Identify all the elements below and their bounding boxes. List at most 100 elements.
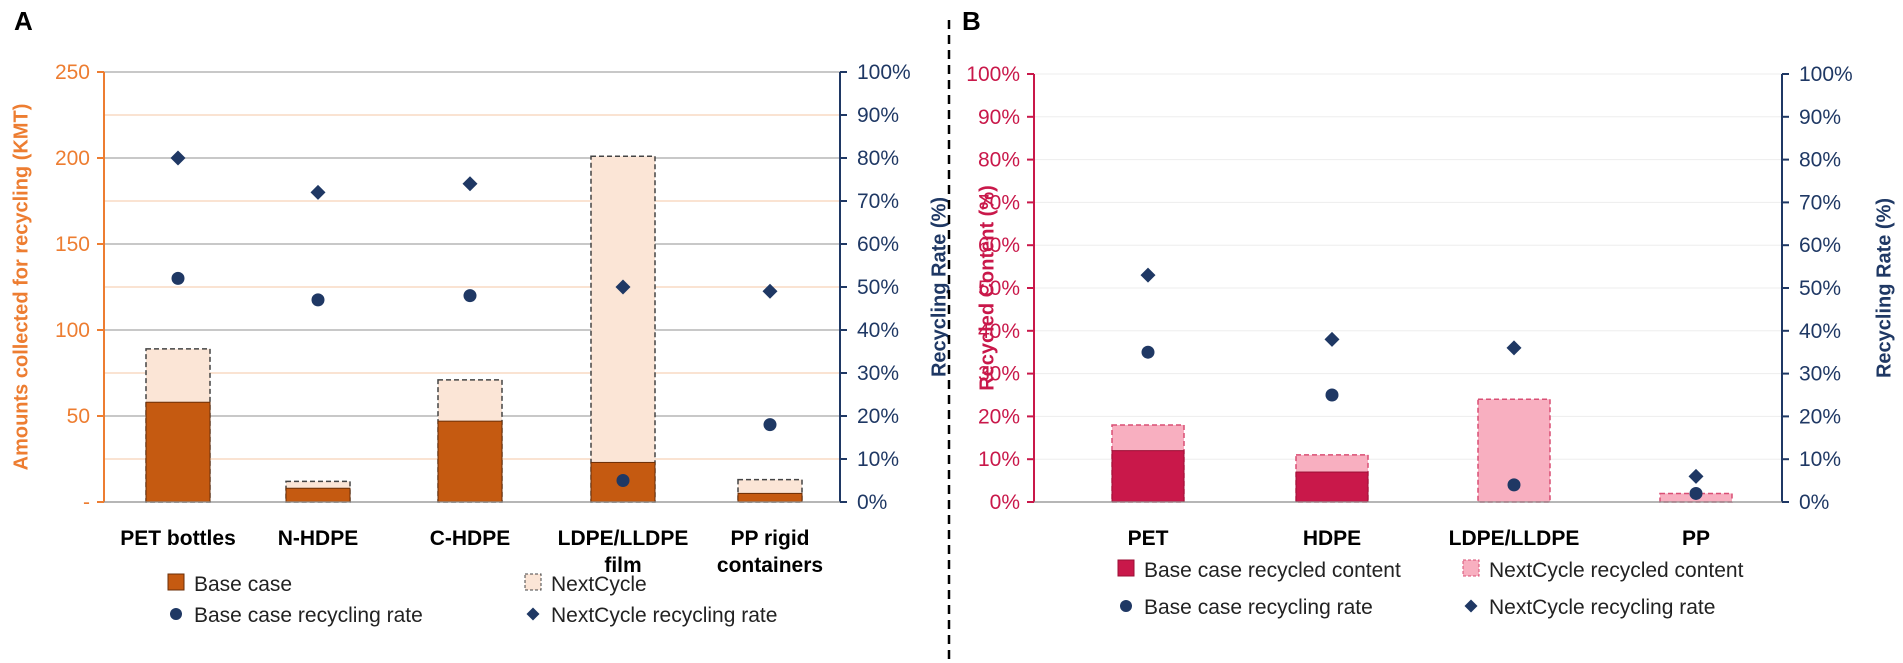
left-axis-title: Recycled Content (%)	[976, 185, 998, 391]
left-axis-tick-label: 100%	[966, 63, 1020, 86]
right-axis-tick-label: 0%	[1799, 491, 1829, 514]
right-axis-tick-label: 90%	[857, 104, 899, 127]
left-axis-tick-label: 250	[55, 61, 90, 84]
point-nextcycle-recycling-rate	[615, 279, 631, 295]
point-base-case-recycling-rate	[1507, 478, 1521, 492]
category-label: PP	[1682, 527, 1710, 550]
category-label: PET	[1128, 527, 1169, 550]
category-label: N-HDPE	[278, 527, 359, 550]
left-axis-tick-label: 90%	[978, 106, 1020, 129]
right-axis-tick-label: 50%	[857, 276, 899, 299]
left-axis-tick-label: -	[83, 491, 90, 514]
right-axis-tick-label: 30%	[857, 362, 899, 385]
left-axis-tick-label: 100	[55, 319, 90, 342]
right-axis-title: Recycling Rate (%)	[928, 197, 950, 377]
legend-label: Base case recycling rate	[194, 604, 423, 627]
legend-label: NextCycle recycled content	[1489, 559, 1744, 582]
left-axis-tick-label: 10%	[978, 448, 1020, 471]
category-label: LDPE/LLDPE	[558, 527, 689, 550]
panel-label: B	[962, 6, 981, 36]
right-axis-tick-label: 60%	[857, 233, 899, 256]
right-axis-tick-label: 10%	[857, 448, 899, 471]
left-axis-tick-label: 50	[67, 405, 90, 428]
left-axis-tick-label: 80%	[978, 149, 1020, 172]
point-base-case-recycling-rate	[1689, 486, 1703, 500]
legend-label: Base case	[194, 573, 292, 596]
right-axis-tick-label: 20%	[857, 405, 899, 428]
right-axis-tick-label: 100%	[1799, 63, 1853, 86]
point-base-case-recycling-rate	[1325, 388, 1339, 402]
right-axis-tick-label: 100%	[857, 61, 911, 84]
left-axis-tick-label: 20%	[978, 405, 1020, 428]
point-base-case-recycling-rate	[616, 474, 630, 487]
legend-label: NextCycle	[551, 573, 647, 596]
point-nextcycle-recycling-rate	[1688, 468, 1704, 484]
left-axis-tick-label: 0%	[990, 491, 1020, 514]
point-nextcycle-recycling-rate	[1324, 331, 1340, 347]
legend-label: Base case recycling rate	[1144, 596, 1373, 619]
category-label: film	[604, 554, 641, 577]
left-axis-tick-label: 50%	[978, 277, 1020, 300]
point-base-case-recycling-rate	[763, 418, 777, 432]
point-nextcycle-recycling-rate	[170, 150, 186, 166]
legend-label: Base case recycled content	[1144, 559, 1401, 582]
legend-swatch-nextcycle	[1462, 559, 1480, 577]
right-axis-tick-label: 0%	[857, 491, 887, 514]
left-axis-tick-label: 30%	[978, 363, 1020, 386]
right-axis-tick-label: 60%	[1799, 234, 1841, 257]
bar-base-case	[145, 401, 211, 503]
left-axis-tick-label: 200	[55, 147, 90, 170]
right-axis-tick-label: 40%	[857, 319, 899, 342]
right-axis-tick-label: 10%	[1799, 448, 1841, 471]
right-axis-tick-label: 30%	[1799, 363, 1841, 386]
right-axis-tick-label: 50%	[1799, 277, 1841, 300]
right-axis-tick-label: 80%	[1799, 149, 1841, 172]
right-axis-tick-label: 70%	[1799, 191, 1841, 214]
left-axis-tick-label: 150	[55, 233, 90, 256]
category-label: PP rigid	[731, 527, 810, 550]
legend-label: NextCycle recycling rate	[1489, 596, 1715, 619]
panel-label: A	[14, 6, 33, 36]
category-label: HDPE	[1303, 527, 1361, 550]
right-axis-tick-label: 70%	[857, 190, 899, 213]
category-label: PET bottles	[120, 527, 236, 550]
legend-marker-circle	[1120, 600, 1132, 612]
left-axis-tick-label: 40%	[978, 320, 1020, 343]
right-axis-tick-label: 20%	[1799, 405, 1841, 428]
bar-base-case	[737, 492, 803, 503]
point-base-case-recycling-rate	[463, 289, 477, 303]
legend-label: NextCycle recycling rate	[551, 604, 777, 627]
legend-marker-circle	[170, 608, 182, 620]
left-axis-tick-label: 70%	[978, 191, 1020, 214]
right-axis-tick-label: 80%	[857, 147, 899, 170]
legend-marker-diamond	[1464, 599, 1478, 613]
bar-nextcycle	[590, 155, 656, 503]
bar-base-case	[437, 420, 503, 503]
legend-swatch-base-case	[1117, 559, 1135, 577]
category-label: containers	[717, 554, 823, 577]
point-base-case-recycling-rate	[171, 271, 185, 285]
bar-base-case	[1295, 471, 1369, 503]
point-nextcycle-recycling-rate	[462, 176, 478, 192]
point-nextcycle-recycling-rate	[1140, 267, 1156, 283]
legend-marker-diamond	[526, 607, 540, 621]
panel-b-chart: B 0% 10% 20% 30% 40% 50% 60% 70% 80% 90% 100% 0% 10% 2…	[962, 6, 1895, 619]
category-label: C-HDPE	[430, 527, 511, 550]
right-axis-title: Recycling Rate (%)	[1873, 198, 1895, 378]
category-label: LDPE/LLDPE	[1449, 527, 1580, 550]
point-nextcycle-recycling-rate	[310, 184, 326, 200]
point-nextcycle-recycling-rate	[762, 283, 778, 299]
right-axis-tick-label: 90%	[1799, 106, 1841, 129]
point-base-case-recycling-rate	[311, 293, 325, 307]
right-axis-tick-label: 40%	[1799, 320, 1841, 343]
left-axis-tick-label: 60%	[978, 234, 1020, 257]
legend-swatch-base-case	[167, 573, 185, 591]
point-base-case-recycling-rate	[1141, 345, 1155, 359]
bar-base-case	[285, 487, 351, 503]
bar-base-case	[1111, 450, 1185, 503]
point-nextcycle-recycling-rate	[1506, 340, 1522, 356]
left-axis-title: Amounts collected for recycling (KMT)	[10, 104, 32, 471]
panel-a-chart: A - 50 100 150 200 250 0% 10% 20% 30% 40% 50% 60% 70% 8…	[10, 6, 950, 627]
legend-swatch-nextcycle	[524, 573, 542, 591]
